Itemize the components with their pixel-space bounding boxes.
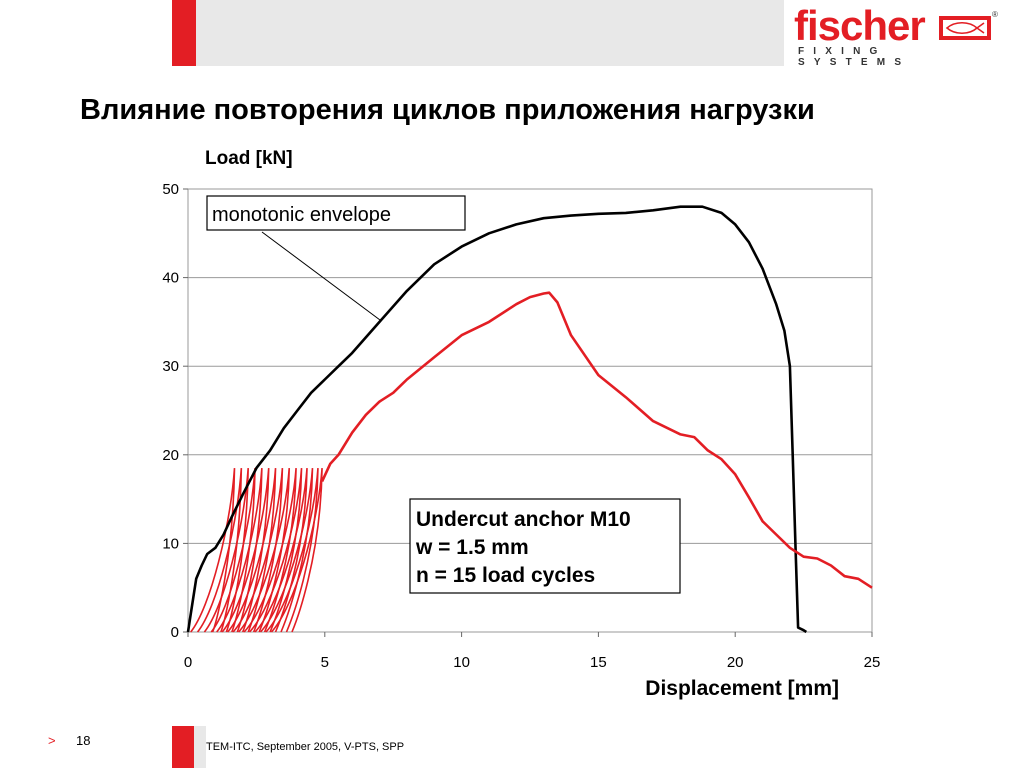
y-tick-label: 40 <box>162 270 179 287</box>
post-cycling-curve <box>320 291 873 589</box>
y-tick-label: 0 <box>171 624 179 641</box>
y-tick-label: 30 <box>162 358 179 375</box>
x-tick-label: 0 <box>184 654 192 671</box>
annotation-line: n = 15 load cycles <box>416 564 595 587</box>
y-axis-title: Load [kN] <box>205 148 293 169</box>
y-tick-label: 10 <box>162 535 179 552</box>
brand-wordmark: fischer <box>794 2 926 49</box>
load-cycle-curve <box>227 468 277 633</box>
x-tick-label: 5 <box>321 654 329 671</box>
header-gray-band <box>196 0 784 66</box>
annotation-box-anchor <box>409 498 681 594</box>
annotation-box-envelope <box>206 195 466 231</box>
x-axis-title: Displacement [mm] <box>645 677 839 700</box>
brand-logo: fischer ® FIXING SYSTEMS <box>794 2 1000 68</box>
load-cycle-curve <box>238 468 291 633</box>
slide-title: Влияние повторения циклов приложения наг… <box>80 94 815 126</box>
load-cycle-curve <box>196 468 243 633</box>
y-tick-label: 50 <box>162 181 179 198</box>
monotonic-envelope-curve <box>186 205 808 634</box>
load-cycle-curve <box>243 468 297 633</box>
load-cycle-curve <box>248 468 303 633</box>
load-cycle-curve <box>190 468 236 633</box>
load-cycle-curve <box>221 468 270 633</box>
footer-gray-band <box>194 726 206 768</box>
footer-red-bar <box>172 726 194 768</box>
load-cycle-curve <box>216 468 263 633</box>
y-tick-label: 20 <box>162 447 179 464</box>
load-cycle-curve <box>265 468 319 633</box>
load-cycle-curve <box>254 468 308 633</box>
load-cycle-curve <box>203 468 249 633</box>
header-red-bar <box>172 0 196 66</box>
load-cycle-curve <box>270 468 323 633</box>
annotation-leader-line <box>261 231 381 321</box>
annotation-line: Undercut anchor M10 <box>416 508 631 531</box>
load-cycle-curve <box>259 468 314 633</box>
load-cycle-curve <box>232 468 284 633</box>
x-tick-label: 25 <box>864 654 881 671</box>
x-tick-label: 20 <box>727 654 744 671</box>
brand-tagline: FIXING SYSTEMS <box>798 46 911 68</box>
annotation-label-envelope: monotonic envelope <box>212 204 391 226</box>
fish-logo-icon <box>939 16 991 40</box>
page-number: 18 <box>76 733 91 748</box>
x-tick-label: 10 <box>453 654 470 671</box>
registered-mark: ® <box>992 10 998 19</box>
nav-marker: > <box>48 733 56 748</box>
footer-text: TEM-ITC, September 2005, V-PTS, SPP <box>206 741 405 753</box>
x-tick-label: 15 <box>590 654 607 671</box>
annotation-line: w = 1.5 mm <box>415 536 529 559</box>
